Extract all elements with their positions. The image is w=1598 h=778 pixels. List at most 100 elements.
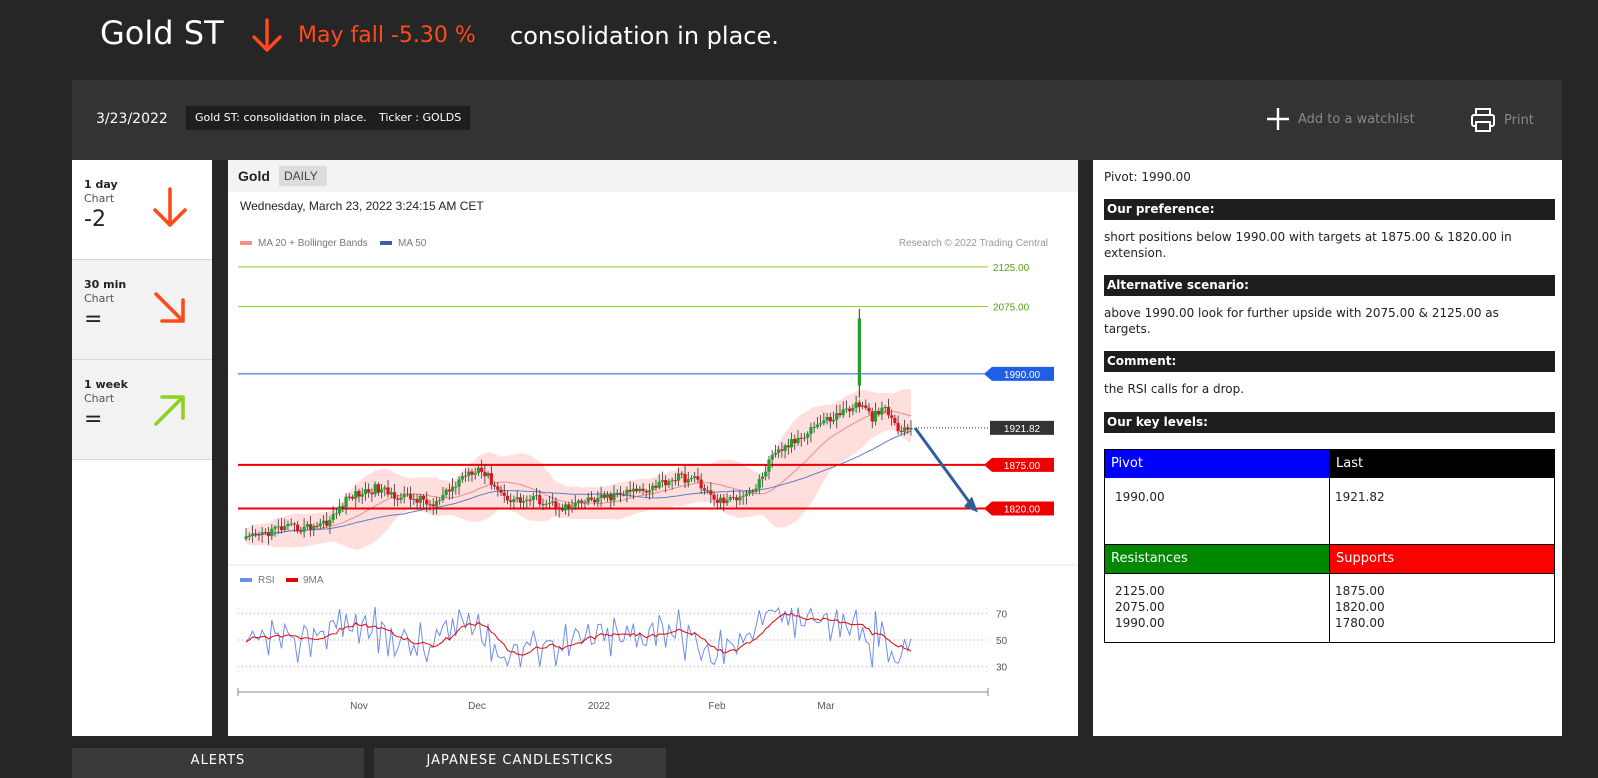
candle-body — [725, 499, 729, 504]
legend-ma50: MA 50 — [398, 238, 427, 249]
x-axis-label: Nov — [350, 701, 368, 712]
column-divider — [1329, 450, 1330, 642]
candle-body — [673, 480, 677, 482]
print-button[interactable]: Print — [1470, 106, 1534, 134]
candle-body — [315, 525, 319, 527]
candle-body — [764, 471, 768, 477]
tab-japanese-candlesticks[interactable]: JAPANESE CANDLESTICKS — [374, 748, 666, 778]
candle-body — [899, 431, 903, 433]
legend-rsi-swatch — [240, 578, 252, 582]
x-axis-label: Feb — [708, 701, 726, 712]
timeframe-name: 1 week — [84, 378, 128, 391]
chart-panel: Gold DAILY Wednesday, March 23, 2022 3:2… — [228, 160, 1078, 736]
candle-body — [250, 533, 255, 536]
candle-body — [444, 489, 448, 495]
candle-body — [593, 499, 597, 503]
candle-body — [664, 479, 668, 486]
candle-body — [476, 467, 481, 474]
level-label: 2075.00 — [993, 302, 1030, 313]
arrow-down-right-icon — [154, 292, 185, 323]
candle-body — [612, 493, 616, 501]
candle-body — [254, 533, 258, 535]
candle-body — [386, 487, 390, 495]
candle-body — [367, 489, 371, 493]
rsi-ma-line — [245, 612, 912, 656]
level-label: 1820.00 — [1004, 505, 1041, 516]
candle-body — [534, 495, 539, 497]
candle-body — [257, 534, 261, 536]
candle-body — [376, 484, 380, 493]
candle-body — [631, 488, 635, 492]
candle-body — [463, 475, 468, 477]
level-tag-support — [984, 457, 1054, 472]
arrow-up-right-icon — [154, 395, 185, 426]
candle-body — [728, 497, 732, 500]
x-axis-label: 2022 — [588, 701, 611, 712]
candle-body — [857, 402, 861, 407]
candle-body — [735, 497, 739, 501]
period-badge-bg — [279, 166, 327, 186]
price-levels: 2125.00 2075.00 1990.00 1921.82 1875.00 1820.… — [238, 263, 1054, 516]
candle-body — [451, 486, 455, 492]
analysis-panel: Pivot: 1990.00 Our preference: short pos… — [1093, 160, 1562, 736]
timeframe-1-day[interactable]: 1 day Chart -2 — [72, 160, 212, 260]
candle-body — [299, 531, 303, 533]
candle-body — [554, 501, 558, 509]
candle-body — [857, 318, 861, 386]
candle-body — [586, 497, 590, 503]
timeframe-30-min[interactable]: 30 min Chart = — [72, 260, 212, 360]
candle-body — [815, 424, 819, 427]
candle-body — [757, 479, 761, 489]
candle-body — [454, 486, 458, 488]
candle-body — [886, 406, 891, 416]
candle-body — [399, 497, 403, 500]
toolbar: 3/23/2022 Gold ST: consolidation in plac… — [72, 80, 1562, 160]
legend-ma20-swatch — [240, 241, 252, 245]
timeframe-panel: 1 day Chart -2 30 min Chart = 1 week Cha… — [72, 160, 212, 736]
candle-body — [628, 489, 632, 492]
candle-body — [447, 489, 451, 492]
candle-body — [512, 499, 516, 502]
candle-body — [283, 526, 287, 531]
candle-body — [563, 504, 568, 511]
last-price-tag — [990, 420, 1054, 435]
candle-body — [289, 523, 293, 525]
candle-body — [350, 496, 355, 499]
add-to-watchlist-button[interactable]: Add to a watchlist — [1266, 106, 1415, 132]
page-title: Gold ST — [100, 14, 224, 52]
candle-body — [347, 496, 351, 498]
tab-alerts[interactable]: ALERTS — [72, 748, 364, 778]
level-label: 1875.00 — [1004, 461, 1041, 472]
title-tag: Gold ST: consolidation in place. — [186, 106, 376, 130]
candle-body — [544, 503, 548, 505]
candle-body — [828, 416, 832, 422]
timeframe-1-week[interactable]: 1 week Chart = — [72, 360, 212, 460]
candle-body — [428, 504, 432, 506]
chart-period: DAILY — [284, 169, 318, 183]
candle-body — [880, 407, 884, 415]
resistances-header: Resistances — [1105, 545, 1329, 573]
candle-body — [864, 405, 868, 408]
candle-body — [567, 504, 571, 509]
forecast-text: May fall -5.30 % — [298, 23, 476, 48]
candle-body — [873, 410, 878, 422]
candle-body — [686, 479, 690, 483]
candle-body — [777, 449, 781, 453]
candle-body — [505, 495, 510, 501]
candle-body — [402, 494, 406, 498]
candle-body — [334, 513, 338, 515]
candle-body — [308, 524, 313, 530]
candle-body — [499, 489, 503, 493]
level-label: 1990.00 — [1004, 370, 1041, 381]
candle-body — [480, 467, 484, 472]
candle-body — [909, 427, 913, 430]
candle-body — [418, 495, 422, 503]
candle-body — [676, 473, 681, 481]
timeframe-label: Chart — [84, 292, 115, 305]
candle-body — [276, 526, 280, 528]
candle-body — [893, 417, 897, 424]
candle-body — [906, 427, 910, 430]
candle-body — [312, 525, 316, 530]
candle-body — [754, 488, 758, 492]
candle-body — [680, 473, 684, 475]
